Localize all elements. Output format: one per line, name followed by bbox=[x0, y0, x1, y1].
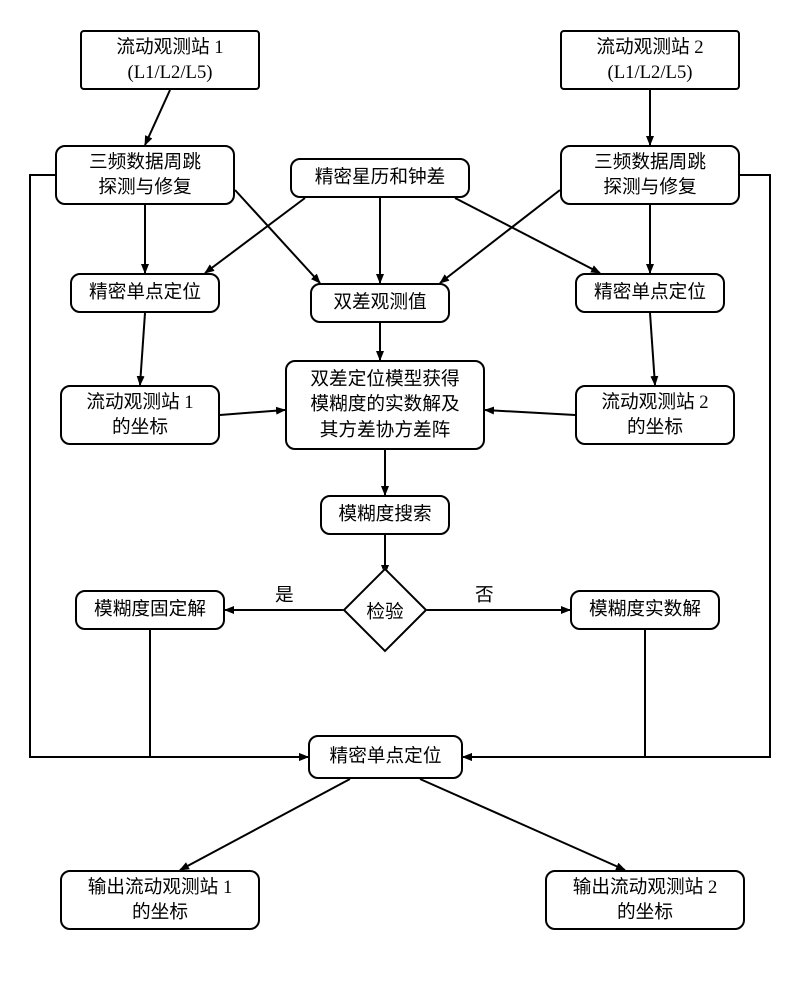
flowchart-canvas: 流动观测站 1(L1/L2/L5) 流动观测站 2(L1/L2/L5) 三频数据周跳… bbox=[0, 0, 800, 988]
node-station1: 流动观测站 1(L1/L2/L5) bbox=[80, 30, 260, 90]
edge-label-yes: 是 bbox=[275, 580, 294, 607]
edge-ppp_final-to-out1 bbox=[180, 779, 350, 870]
node-dd_obs-label: 双差观测值 bbox=[333, 290, 426, 315]
node-coord2-label: 流动观测站 2的坐标 bbox=[601, 390, 708, 440]
node-station2: 流动观测站 2(L1/L2/L5) bbox=[560, 30, 740, 90]
node-float-label: 模糊度实数解 bbox=[589, 597, 701, 622]
node-fixed: 模糊度固定解 bbox=[75, 590, 225, 630]
node-ppp1: 精密单点定位 bbox=[70, 273, 220, 313]
edge-coord1-to-dd_model bbox=[220, 410, 285, 415]
node-ppp_final-label: 精密单点定位 bbox=[330, 744, 442, 769]
node-check: 检验 bbox=[343, 568, 428, 653]
node-ppp_final: 精密单点定位 bbox=[308, 735, 463, 779]
edge-fixed-to-ppp_final bbox=[150, 630, 308, 757]
node-ppp2-label: 精密单点定位 bbox=[594, 280, 706, 305]
edge-label-no: 否 bbox=[475, 580, 494, 607]
edge-cycle1-to-ppp_final bbox=[30, 175, 308, 757]
node-station2-label: 流动观测站 2(L1/L2/L5) bbox=[596, 35, 703, 85]
node-fixed-label: 模糊度固定解 bbox=[94, 597, 206, 622]
node-check-label: 检验 bbox=[357, 582, 413, 638]
node-out1-label: 输出流动观测站 1的坐标 bbox=[88, 875, 233, 925]
edge-ephem-to-ppp2 bbox=[455, 198, 600, 273]
edge-ppp1-to-coord1 bbox=[140, 313, 145, 385]
node-coord1-label: 流动观测站 1的坐标 bbox=[86, 390, 193, 440]
node-float: 模糊度实数解 bbox=[570, 590, 720, 630]
edge-coord2-to-dd_model bbox=[485, 410, 575, 415]
node-cycle2: 三频数据周跳探测与修复 bbox=[560, 145, 740, 205]
node-ephem: 精密星历和钟差 bbox=[290, 158, 470, 198]
node-out2: 输出流动观测站 2的坐标 bbox=[545, 870, 745, 930]
node-station1-label: 流动观测站 1(L1/L2/L5) bbox=[116, 35, 223, 85]
node-ephem-label: 精密星历和钟差 bbox=[315, 165, 446, 190]
edge-ephem-to-ppp1 bbox=[205, 198, 305, 273]
node-amb_search: 模糊度搜索 bbox=[320, 495, 450, 535]
node-ppp2: 精密单点定位 bbox=[575, 273, 725, 313]
edge-station1-to-cycle1 bbox=[145, 90, 170, 145]
edge-cycle2-to-dd_obs bbox=[440, 190, 560, 283]
node-dd_obs: 双差观测值 bbox=[310, 283, 450, 323]
node-coord1: 流动观测站 1的坐标 bbox=[60, 385, 220, 445]
node-cycle2-label: 三频数据周跳探测与修复 bbox=[594, 150, 706, 200]
node-dd_model-label: 双差定位模型获得模糊度的实数解及其方差协方差阵 bbox=[310, 367, 459, 443]
node-dd_model: 双差定位模型获得模糊度的实数解及其方差协方差阵 bbox=[285, 360, 485, 450]
node-cycle1: 三频数据周跳探测与修复 bbox=[55, 145, 235, 205]
node-coord2: 流动观测站 2的坐标 bbox=[575, 385, 735, 445]
node-cycle1-label: 三频数据周跳探测与修复 bbox=[89, 150, 201, 200]
node-amb_search-label: 模糊度搜索 bbox=[338, 502, 431, 527]
edge-ppp2-to-coord2 bbox=[650, 313, 655, 385]
node-out2-label: 输出流动观测站 2的坐标 bbox=[573, 875, 718, 925]
node-ppp1-label: 精密单点定位 bbox=[89, 280, 201, 305]
edge-cycle2-to-ppp_final bbox=[463, 175, 770, 757]
node-out1: 输出流动观测站 1的坐标 bbox=[60, 870, 260, 930]
edge-cycle1-to-dd_obs bbox=[235, 190, 320, 283]
edge-float-to-ppp_final bbox=[463, 630, 645, 757]
edge-ppp_final-to-out2 bbox=[420, 779, 625, 870]
